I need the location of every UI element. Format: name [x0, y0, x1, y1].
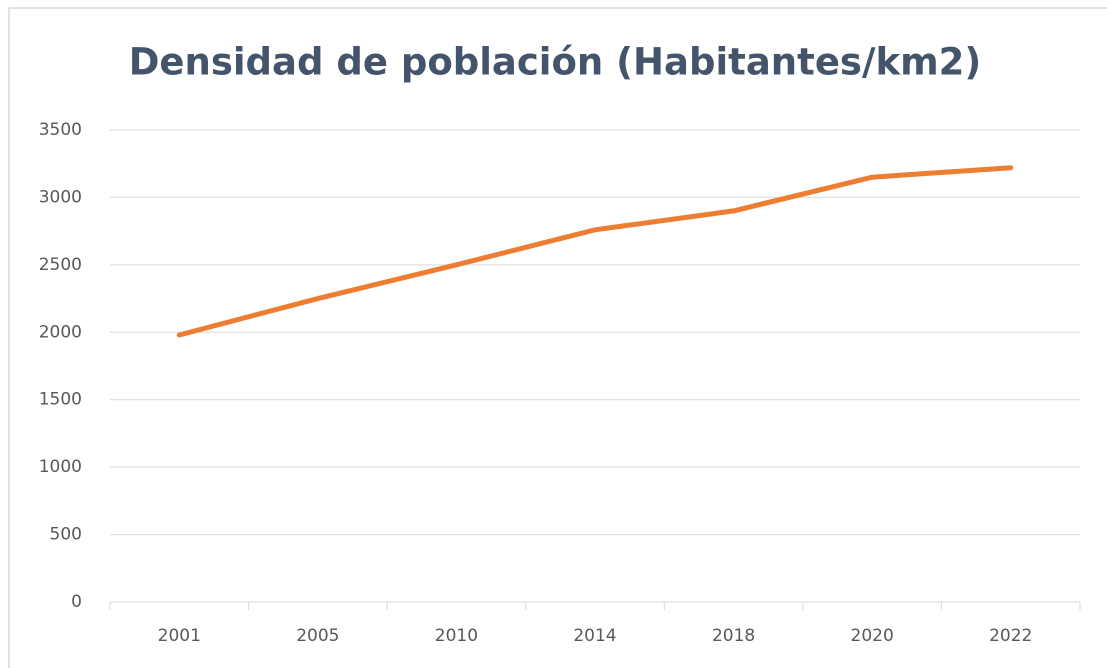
y-tick-label: 0 [71, 592, 82, 612]
x-tick-label: 2018 [712, 626, 755, 646]
y-tick-label: 2500 [39, 255, 82, 275]
x-tick-label: 2022 [989, 626, 1032, 646]
data-line [176, 165, 1014, 338]
x-tick-label: 2014 [573, 626, 616, 646]
y-tick-label: 2000 [39, 322, 82, 342]
y-tick-label: 1000 [39, 457, 82, 477]
x-tick-label: 2001 [158, 626, 201, 646]
y-tick-label: 500 [50, 525, 82, 545]
chart-border [8, 7, 1107, 668]
x-tick-label: 2020 [851, 626, 894, 646]
x-tick-label: 2005 [296, 626, 339, 646]
y-tick-label: 3000 [39, 187, 82, 207]
x-tick-label: 2010 [435, 626, 478, 646]
y-tick-label: 1500 [39, 390, 82, 410]
y-tick-label: 3500 [39, 120, 82, 140]
chart-title: Densidad de población (Habitantes/km2) [129, 41, 982, 84]
